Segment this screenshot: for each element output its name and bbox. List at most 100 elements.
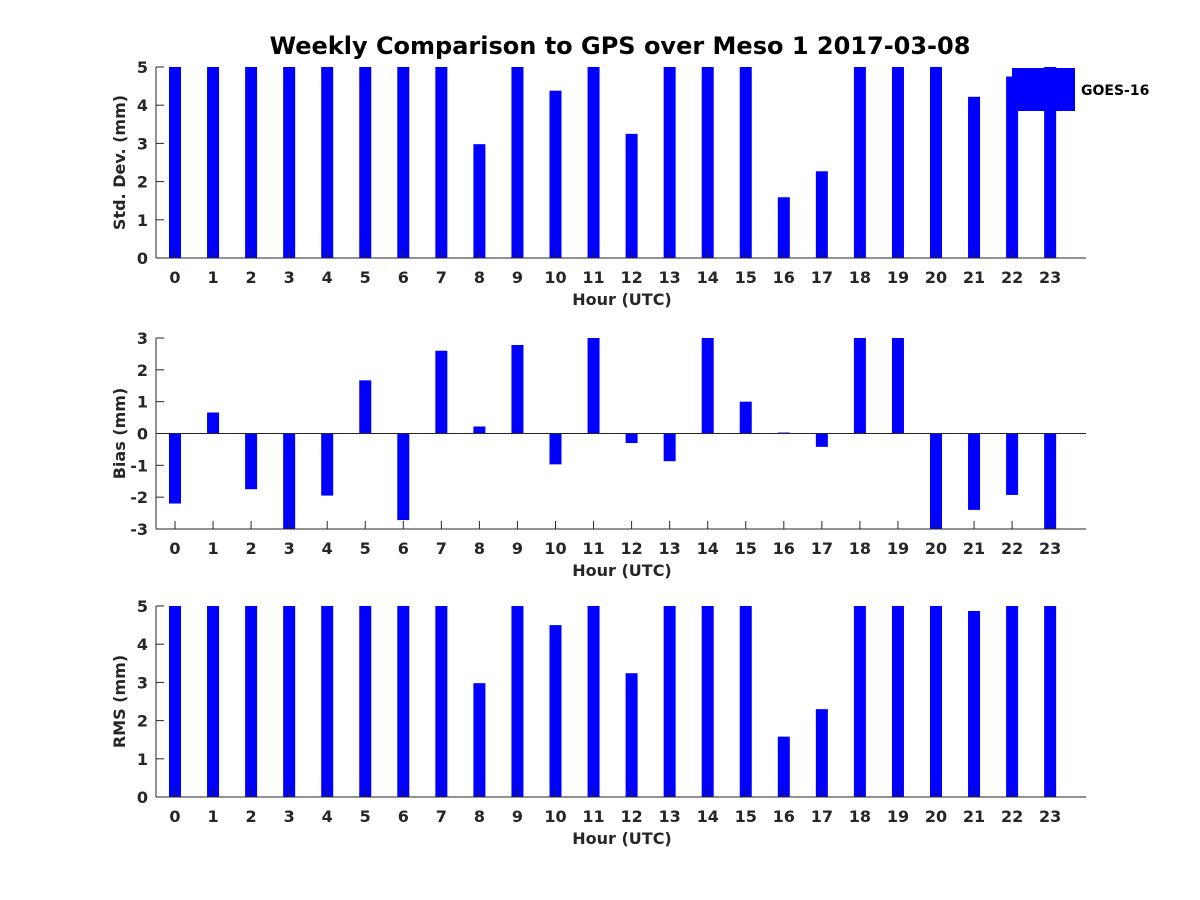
x-tick-label: 11	[582, 807, 604, 826]
x-tick-label: 16	[773, 268, 795, 287]
y-tick-label: 2	[137, 712, 148, 731]
x-tick-label: 2	[246, 539, 257, 558]
bar-std-dev-2	[245, 67, 258, 258]
bar-rms-11	[587, 606, 600, 797]
x-tick-label: 19	[887, 807, 909, 826]
bar-rms-16	[777, 736, 790, 797]
bar-bias-4	[321, 433, 334, 496]
x-axis-label: Hour (UTC)	[572, 561, 672, 580]
y-axis-label: Std. Dev. (mm)	[110, 95, 129, 230]
bar-rms-18	[853, 606, 866, 797]
bar-rms-21	[968, 610, 981, 797]
bar-rms-2	[245, 606, 258, 797]
x-tick-label: 15	[735, 807, 757, 826]
x-tick-label: 0	[169, 539, 180, 558]
y-axis-label: Bias (mm)	[110, 388, 129, 480]
bar-std-dev-17	[815, 171, 828, 258]
x-tick-label: 21	[963, 807, 985, 826]
x-tick-label: 0	[169, 268, 180, 287]
bar-bias-21	[968, 433, 981, 510]
x-axis-label: Hour (UTC)	[572, 829, 672, 848]
bar-bias-3	[283, 433, 296, 529]
bar-bias-14	[701, 338, 714, 434]
y-tick-label: 1	[137, 211, 148, 230]
bar-bias-18	[853, 338, 866, 434]
bar-std-dev-10	[549, 90, 562, 259]
x-tick-label: 9	[512, 807, 523, 826]
bar-std-dev-16	[777, 197, 790, 258]
bar-bias-7	[435, 350, 448, 434]
x-tick-label: 19	[887, 268, 909, 287]
x-tick-label: 14	[697, 807, 719, 826]
bar-bias-2	[245, 433, 258, 490]
bar-std-dev-23	[1044, 67, 1057, 258]
x-tick-label: 17	[811, 268, 833, 287]
bar-rms-0	[169, 606, 181, 797]
x-tick-label: 14	[697, 539, 719, 558]
y-tick-label: 5	[137, 58, 148, 77]
bar-rms-10	[549, 625, 562, 797]
x-tick-label: 11	[582, 539, 604, 558]
bar-rms-9	[511, 606, 524, 797]
x-tick-label: 8	[474, 807, 485, 826]
x-tick-label: 22	[1001, 539, 1023, 558]
x-tick-label: 21	[963, 268, 985, 287]
bar-std-dev-0	[169, 67, 181, 258]
x-tick-label: 13	[659, 807, 681, 826]
bar-bias-11	[587, 338, 600, 434]
x-tick-label: 10	[544, 807, 566, 826]
x-tick-label: 9	[512, 268, 523, 287]
x-tick-label: 1	[207, 268, 218, 287]
x-tick-label: 5	[360, 539, 371, 558]
bar-std-dev-8	[473, 144, 486, 258]
x-tick-label: 19	[887, 539, 909, 558]
legend-swatch	[1012, 68, 1075, 111]
y-axis-label: RMS (mm)	[110, 655, 129, 748]
bar-rms-3	[283, 606, 296, 797]
x-tick-label: 4	[322, 539, 333, 558]
bar-bias-20	[930, 433, 942, 529]
bar-bias-1	[207, 412, 220, 434]
x-tick-label: 9	[512, 539, 523, 558]
x-tick-label: 5	[360, 268, 371, 287]
chart-title: Weekly Comparison to GPS over Meso 1 201…	[270, 32, 971, 60]
x-tick-label: 13	[659, 539, 681, 558]
y-tick-label: -1	[130, 456, 148, 475]
bar-bias-13	[663, 433, 676, 462]
x-tick-label: 15	[735, 268, 757, 287]
x-tick-label: 3	[284, 807, 295, 826]
y-tick-label: 5	[137, 597, 148, 616]
bar-std-dev-15	[739, 67, 752, 258]
x-tick-label: 6	[398, 539, 409, 558]
bar-std-dev-11	[587, 67, 600, 258]
x-tick-label: 20	[925, 268, 947, 287]
bar-std-dev-6	[397, 67, 410, 258]
x-tick-label: 2	[246, 807, 257, 826]
x-tick-label: 11	[582, 268, 604, 287]
bar-std-dev-5	[359, 67, 372, 258]
x-tick-label: 18	[849, 539, 871, 558]
x-tick-label: 12	[620, 807, 642, 826]
x-tick-label: 20	[925, 807, 947, 826]
bar-std-dev-7	[435, 67, 448, 258]
bar-bias-0	[169, 433, 181, 504]
bar-bias-23	[1044, 433, 1057, 529]
bar-bias-15	[739, 401, 752, 434]
bar-bias-22	[1006, 433, 1019, 495]
x-tick-label: 18	[849, 268, 871, 287]
bar-rms-19	[891, 606, 904, 797]
x-tick-label: 12	[620, 268, 642, 287]
bar-rms-1	[207, 606, 220, 797]
bar-rms-13	[663, 606, 676, 797]
bar-std-dev-12	[625, 133, 638, 258]
x-tick-label: 0	[169, 807, 180, 826]
y-tick-label: 3	[137, 134, 148, 153]
bar-std-dev-4	[321, 67, 334, 258]
y-tick-label: 1	[137, 393, 148, 412]
bar-rms-6	[397, 606, 410, 797]
x-tick-label: 6	[398, 807, 409, 826]
x-tick-label: 8	[474, 539, 485, 558]
x-tick-label: 3	[284, 539, 295, 558]
